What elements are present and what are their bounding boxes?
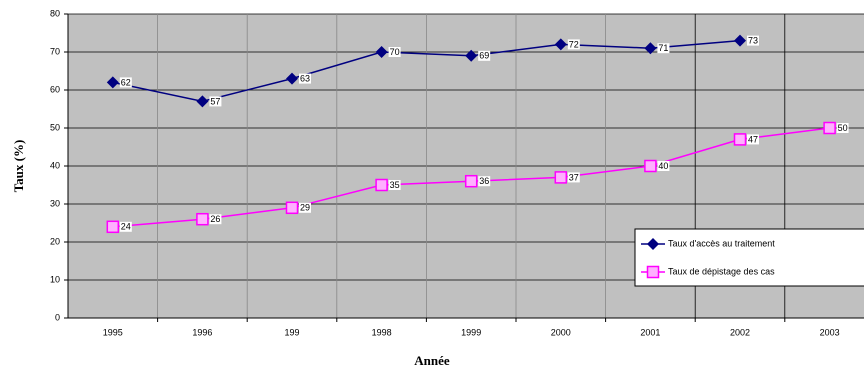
data-point <box>285 201 299 215</box>
data-point <box>554 38 567 51</box>
data-label: 72 <box>569 39 579 49</box>
x-axis-title: Année <box>414 353 450 368</box>
legend-label: Taux d'accès au traitement <box>668 238 775 248</box>
data-label-bg <box>747 35 759 46</box>
data-label-bg <box>747 134 759 145</box>
data-label: 71 <box>658 43 668 53</box>
y-tick-label: 0 <box>55 312 60 322</box>
data-label-bg <box>119 221 132 232</box>
data-label-bg <box>567 39 580 50</box>
x-tick-label: 2002 <box>730 327 750 337</box>
x-tick-label: 1998 <box>372 327 392 337</box>
x-tick-label: 1999 <box>461 327 481 337</box>
x-tick-label: 1995 <box>103 327 123 337</box>
data-label: 70 <box>390 47 400 57</box>
y-tick-label: 60 <box>50 84 60 94</box>
legend-label: Taux de dépistage des cas <box>668 266 775 276</box>
y-tick-label: 50 <box>50 122 60 132</box>
x-tick-label: 2001 <box>640 327 660 337</box>
data-point <box>464 174 478 188</box>
data-label: 24 <box>121 222 131 232</box>
data-label: 50 <box>838 123 848 133</box>
data-label-bg <box>567 172 580 183</box>
data-label: 69 <box>479 51 489 61</box>
y-tick-label: 20 <box>50 236 60 246</box>
data-label: 29 <box>300 203 310 213</box>
legend-marker <box>647 238 659 250</box>
legend-box <box>634 228 864 287</box>
data-label: 37 <box>569 172 579 182</box>
data-point <box>644 159 657 173</box>
y-tick-label: 80 <box>50 8 60 18</box>
y-tick-label: 30 <box>50 198 60 208</box>
x-tick-label: 1996 <box>192 327 212 337</box>
data-label-bg <box>119 77 132 88</box>
data-label: 35 <box>390 180 400 190</box>
data-point <box>465 49 478 62</box>
data-label-bg <box>478 50 491 61</box>
data-label: 26 <box>210 214 220 224</box>
data-label-bg <box>209 96 222 107</box>
data-label-bg <box>657 161 670 171</box>
data-point <box>823 121 836 135</box>
y-tick-label: 40 <box>50 160 60 170</box>
data-point <box>106 76 119 89</box>
data-point <box>644 42 657 55</box>
data-point <box>375 46 388 58</box>
y-tick-label: 70 <box>50 46 60 56</box>
data-point <box>734 34 746 47</box>
data-label-bg <box>209 214 222 225</box>
x-tick-label: 2003 <box>820 327 840 337</box>
y-tick-label: 10 <box>50 274 60 284</box>
x-tick-label: 199 <box>284 327 299 337</box>
y-axis-title: Taux (%) <box>11 140 26 193</box>
data-label: 36 <box>479 176 489 186</box>
data-point <box>554 171 568 184</box>
data-point <box>375 178 388 192</box>
data-label: 73 <box>748 35 758 45</box>
data-label: 63 <box>300 73 310 83</box>
data-label-bg <box>388 180 401 190</box>
data-label-bg <box>299 202 311 213</box>
data-point <box>196 212 209 226</box>
data-point <box>196 95 209 108</box>
x-tick-label: 2000 <box>551 327 571 337</box>
data-label: 57 <box>210 96 220 106</box>
data-label: 62 <box>121 77 131 87</box>
data-label-bg <box>478 176 491 187</box>
data-point <box>286 72 298 85</box>
data-label: 40 <box>658 161 668 171</box>
data-point <box>733 133 747 146</box>
data-point <box>106 220 120 234</box>
legend-marker <box>646 265 660 279</box>
data-label: 47 <box>748 134 758 144</box>
data-label-bg <box>836 123 849 133</box>
data-label-bg <box>299 73 311 84</box>
data-label-bg <box>657 43 670 54</box>
data-label-bg <box>388 47 401 57</box>
